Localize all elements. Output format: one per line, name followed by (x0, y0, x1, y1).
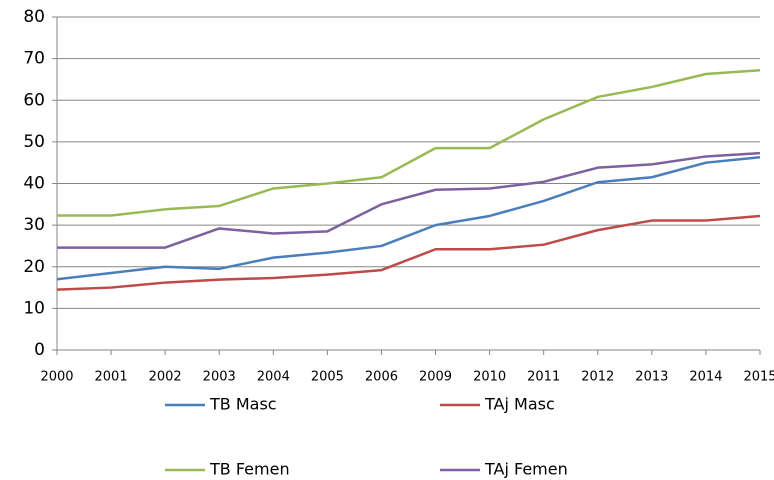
x-tick-label: 2010 (473, 370, 506, 385)
x-tick-label: 2009 (419, 370, 452, 385)
y-tick-label: 40 (23, 174, 45, 194)
y-tick-label: 80 (23, 7, 45, 27)
x-tick-label: 2012 (581, 370, 614, 385)
x-tick-label: 2011 (527, 370, 560, 385)
x-tick-label: 2015 (743, 370, 774, 385)
x-tick-label: 2004 (257, 370, 290, 385)
series-line (57, 151, 761, 249)
x-tick-label: 2006 (365, 370, 398, 385)
x-tick-label: 2014 (689, 370, 722, 385)
legend-label: TAj Femen (484, 460, 568, 479)
x-tick-label: 2013 (635, 370, 668, 385)
series-line (57, 69, 761, 217)
legend-label: TB Masc (209, 395, 277, 414)
y-tick-label: 30 (23, 215, 45, 235)
series-line (56, 156, 761, 281)
y-tick-label: 70 (23, 49, 45, 69)
y-tick-label: 60 (23, 90, 45, 110)
series-line (56, 214, 761, 291)
legend-label: TB Femen (209, 460, 290, 479)
y-tick-label: 10 (23, 298, 45, 318)
y-tick-label: 20 (23, 257, 45, 277)
legend-label: TAj Masc (484, 395, 555, 414)
y-tick-label: 50 (23, 132, 45, 152)
x-tick-label: 2001 (95, 370, 128, 385)
x-tick-label: 2000 (40, 370, 73, 385)
x-tick-label: 2005 (311, 370, 344, 385)
x-tick-label: 2003 (203, 370, 236, 385)
x-tick-label: 2002 (149, 370, 182, 385)
y-tick-label: 0 (34, 340, 45, 360)
